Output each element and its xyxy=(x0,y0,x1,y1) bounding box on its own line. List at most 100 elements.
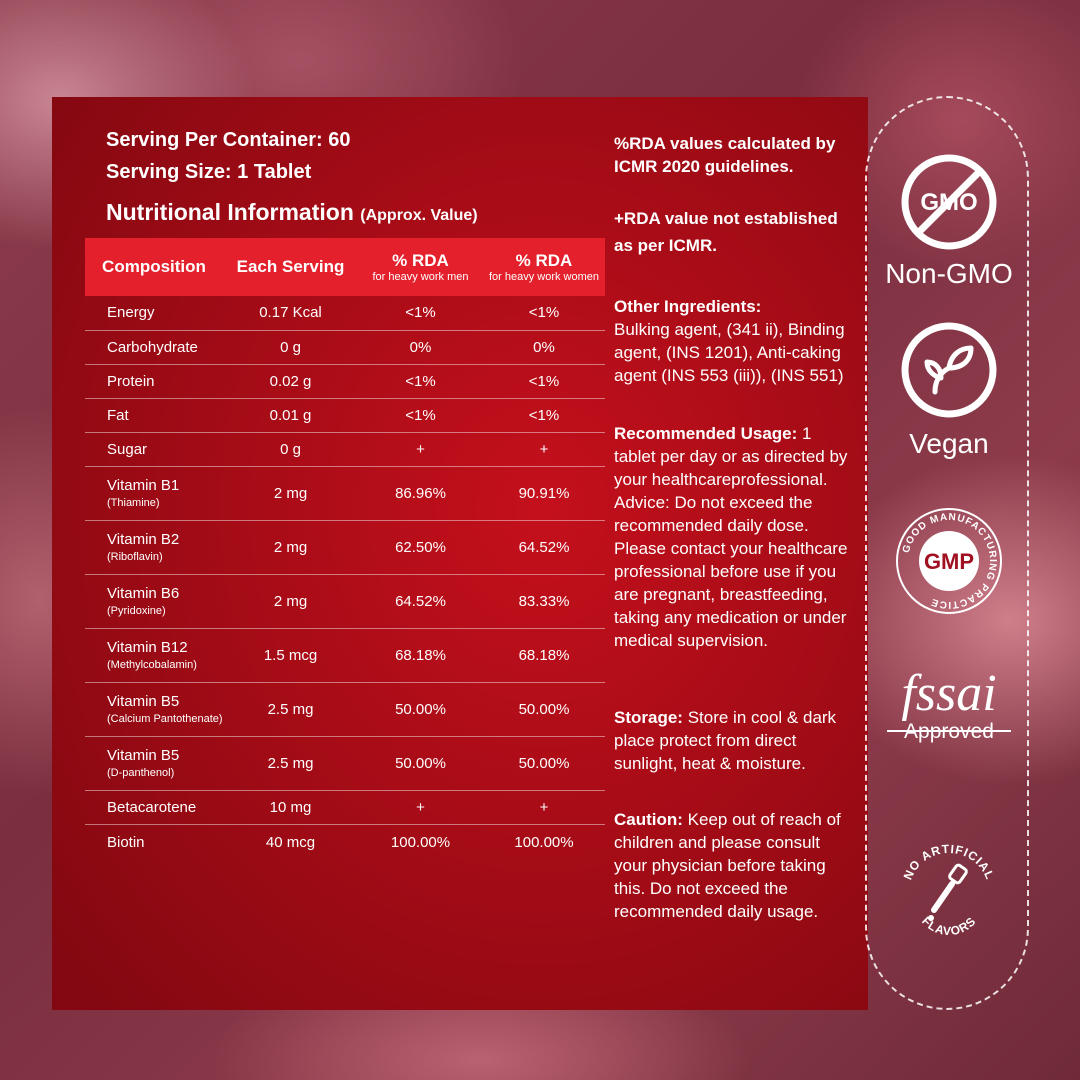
table-row: Betacarotene 10 mg + + xyxy=(85,790,605,825)
table-row: Carbohydrate 0 g 0% 0% xyxy=(85,330,605,365)
table-row: Vitamin B5 (Calcium Pantothenate) 2.5 mg 50… xyxy=(85,682,605,737)
rda-women-value: 83.33% xyxy=(483,574,605,629)
nutrient-name: Betacarotene xyxy=(107,798,197,816)
rda-women-value: <1% xyxy=(483,364,605,399)
nutrient-name: Vitamin B12 xyxy=(107,639,188,656)
non-gmo-label: Non-GMO xyxy=(885,258,1013,289)
serving-value: 2 mg xyxy=(223,466,358,521)
caution: Caution: Keep out of reach of children a… xyxy=(614,808,854,923)
serving-value: 10 mg xyxy=(223,790,358,825)
nutrition-title: Nutritional Information (Approx. Value) xyxy=(106,199,478,226)
header-composition: Composition xyxy=(85,238,223,296)
nutrient-name: Vitamin B1 xyxy=(107,477,180,494)
rda-women-value: 68.18% xyxy=(483,628,605,683)
no-artificial-flavors-icon: NO ARTIFICIAL FLAVORS xyxy=(901,842,997,938)
nutrient-subname: (D-panthenol) xyxy=(107,767,175,779)
nutrient-subname: (Riboflavin) xyxy=(107,551,163,563)
other-ingredients-text: Bulking agent, (341 ii), Binding agent, … xyxy=(614,320,845,385)
serving-value: 2.5 mg xyxy=(223,736,358,791)
nutrient-name: Energy xyxy=(107,304,155,322)
rda-men-value: <1% xyxy=(358,398,483,433)
nutrient-name: Vitamin B2 xyxy=(107,531,180,548)
nutrient-name: Vitamin B6 xyxy=(107,585,180,602)
rda-women-value: 90.91% xyxy=(483,466,605,521)
nutrient-subname: (Thiamine) xyxy=(107,497,160,509)
dropper-icon xyxy=(928,863,968,921)
table-row: Energy 0.17 Kcal <1% <1% xyxy=(85,296,605,331)
nutrient-name-cell: Protein xyxy=(85,364,223,399)
nutrient-name-cell: Vitamin B2 (Riboflavin) xyxy=(85,520,223,575)
serving-value: 1.5 mcg xyxy=(223,628,358,683)
nutrition-title-text: Nutritional Information xyxy=(106,199,354,225)
header-each-serving: Each Serving xyxy=(223,238,358,296)
rda-women-value: <1% xyxy=(483,398,605,433)
storage-heading: Storage: xyxy=(614,708,683,727)
rda-men-value: + xyxy=(358,790,483,825)
fssai-underline xyxy=(887,730,1011,732)
table-row: Vitamin B2 (Riboflavin) 2 mg 62.50% 64.52% xyxy=(85,520,605,575)
serving-per-container: Serving Per Container: 60 xyxy=(106,129,351,151)
rda-men-value: 62.50% xyxy=(358,520,483,575)
table-row: Vitamin B6 (Pyridoxine) 2 mg 64.52% 83.33% xyxy=(85,574,605,629)
nutrient-name: Vitamin B5 xyxy=(107,693,180,710)
rda-men-value: <1% xyxy=(358,364,483,399)
gmp-text: GMP xyxy=(924,549,974,574)
nutrient-subname: (Calcium Pantothenate) xyxy=(107,713,223,725)
other-ingredients: Other Ingredients: Bulking agent, (341 i… xyxy=(614,295,854,387)
nutrient-name-cell: Betacarotene xyxy=(85,790,223,825)
non-gmo-icon: GMO xyxy=(901,154,997,250)
serving-value: 0.02 g xyxy=(223,364,358,399)
rda-men-value: 50.00% xyxy=(358,682,483,737)
nutrient-name-cell: Fat xyxy=(85,398,223,433)
vegan-leaf-icon xyxy=(901,322,997,418)
rda-women-value: 50.00% xyxy=(483,682,605,737)
serving-value: 2.5 mg xyxy=(223,682,358,737)
fssai-approved-label: Approved xyxy=(904,720,994,743)
rda-men-value: 0% xyxy=(358,330,483,365)
recommended-usage: Recommended Usage: 1 tablet per day or a… xyxy=(614,422,854,652)
caution-text: Keep out of reach of children and please… xyxy=(614,810,841,921)
nutrient-name-cell: Vitamin B1 (Thiamine) xyxy=(85,466,223,521)
table-row: Vitamin B5 (D-panthenol) 2.5 mg 50.00% 50.00… xyxy=(85,736,605,791)
serving-value: 0.01 g xyxy=(223,398,358,433)
badge-column: GMO Non-GMO Vegan GOOD MANUFACTURING PRA… xyxy=(865,96,1029,1010)
serving-value: 2 mg xyxy=(223,574,358,629)
rda-women-value: 0% xyxy=(483,330,605,365)
rda-women-value: 64.52% xyxy=(483,520,605,575)
nutrition-panel: Serving Per Container: 60 Serving Size: … xyxy=(52,97,868,1010)
gmp-seal-icon: GOOD MANUFACTURING PRACTICE GMP xyxy=(896,508,1002,614)
table-row: Fat 0.01 g <1% <1% xyxy=(85,398,605,433)
rda-men-value: 68.18% xyxy=(358,628,483,683)
serving-value: 2 mg xyxy=(223,520,358,575)
nutrient-name: Carbohydrate xyxy=(107,338,198,356)
serving-value: 0.17 Kcal xyxy=(223,296,358,331)
nutrient-subname: (Methylcobalamin) xyxy=(107,659,197,671)
table-row: Sugar 0 g + + xyxy=(85,432,605,467)
storage-text: Store in cool & dark place protect from … xyxy=(614,708,837,773)
nutrient-name-cell: Vitamin B5 (D-panthenol) xyxy=(85,736,223,791)
usage-heading: Recommended Usage: xyxy=(614,424,798,443)
table-header-row: Composition Each Serving % RDA for heavy… xyxy=(85,238,605,296)
vegan-label: Vegan xyxy=(909,428,989,459)
storage: Storage: Store in cool & dark place prot… xyxy=(614,706,854,775)
table-row: Vitamin B12 (Methylcobalamin) 1.5 mcg 68.18… xyxy=(85,628,605,683)
nutrient-name-cell: Sugar xyxy=(85,432,223,467)
rda-women-value: 50.00% xyxy=(483,736,605,791)
fssai-logo: fssai xyxy=(901,665,997,722)
other-ingredients-heading: Other Ingredients: xyxy=(614,297,762,316)
header-rda-women-title: % RDA xyxy=(515,250,573,270)
rda-women-value: <1% xyxy=(483,296,605,331)
table-row: Protein 0.02 g <1% <1% xyxy=(85,364,605,399)
nutrition-approx: (Approx. Value) xyxy=(360,207,478,224)
header-rda-men: % RDA for heavy work men xyxy=(358,238,483,296)
nutrient-name-cell: Vitamin B12 (Methylcobalamin) xyxy=(85,628,223,683)
nutrient-subname: (Pyridoxine) xyxy=(107,605,166,617)
usage-text: 1 tablet per day or as directed by your … xyxy=(614,424,848,650)
table-row: Vitamin B1 (Thiamine) 2 mg 86.96% 90.91% xyxy=(85,466,605,521)
caution-heading: Caution: xyxy=(614,810,683,829)
nutrition-table: Composition Each Serving % RDA for heavy… xyxy=(85,238,605,860)
rda-women-value: + xyxy=(483,432,605,467)
rda-men-value: 100.00% xyxy=(390,833,451,851)
nutrient-name-cell: Biotin xyxy=(85,824,223,860)
nutrient-name-cell: Energy xyxy=(85,296,223,331)
